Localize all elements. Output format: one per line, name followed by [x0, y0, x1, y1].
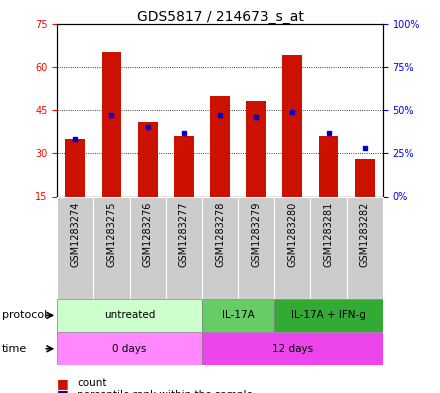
Text: IL-17A + IFN-g: IL-17A + IFN-g	[291, 310, 366, 320]
Bar	[138, 121, 158, 196]
Text: percentile rank within the sample: percentile rank within the sample	[77, 390, 253, 393]
Text: GSM1283276: GSM1283276	[143, 202, 153, 267]
Text: protocol: protocol	[2, 310, 48, 320]
Bar	[57, 299, 202, 332]
Bar	[347, 196, 383, 299]
Bar	[174, 136, 194, 196]
Text: ■: ■	[57, 388, 69, 393]
Bar	[57, 196, 93, 299]
Text: count: count	[77, 378, 106, 388]
Bar	[57, 332, 202, 365]
Bar	[210, 95, 230, 196]
Text: GSM1283277: GSM1283277	[179, 202, 189, 267]
Bar	[319, 136, 338, 196]
Bar	[202, 196, 238, 299]
Text: 12 days: 12 days	[272, 344, 313, 354]
Text: GSM1283279: GSM1283279	[251, 202, 261, 267]
Bar	[129, 196, 166, 299]
Text: GSM1283274: GSM1283274	[70, 202, 80, 267]
Bar	[282, 55, 302, 196]
Text: 0 days: 0 days	[112, 344, 147, 354]
Text: GSM1283275: GSM1283275	[106, 202, 117, 267]
Bar	[238, 196, 274, 299]
Text: time: time	[2, 344, 27, 354]
Text: ■: ■	[57, 376, 69, 390]
Text: GSM1283281: GSM1283281	[323, 202, 334, 267]
Bar	[166, 196, 202, 299]
Text: GSM1283282: GSM1283282	[360, 202, 370, 267]
Bar	[274, 196, 311, 299]
Bar	[246, 101, 266, 196]
Text: IL-17A: IL-17A	[222, 310, 254, 320]
Bar	[311, 196, 347, 299]
Bar	[66, 139, 85, 196]
Text: GDS5817 / 214673_s_at: GDS5817 / 214673_s_at	[136, 10, 304, 24]
Bar	[202, 299, 274, 332]
Bar	[355, 159, 375, 196]
Bar	[202, 332, 383, 365]
Text: GSM1283280: GSM1283280	[287, 202, 297, 267]
Bar	[102, 52, 121, 196]
Text: untreated: untreated	[104, 310, 155, 320]
Text: GSM1283278: GSM1283278	[215, 202, 225, 267]
Bar	[274, 299, 383, 332]
Bar	[93, 196, 129, 299]
